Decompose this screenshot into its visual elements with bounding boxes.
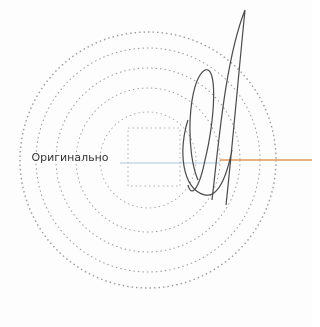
stamp-label: Оригинально: [31, 151, 108, 164]
scan: Оригинально: [0, 0, 312, 327]
